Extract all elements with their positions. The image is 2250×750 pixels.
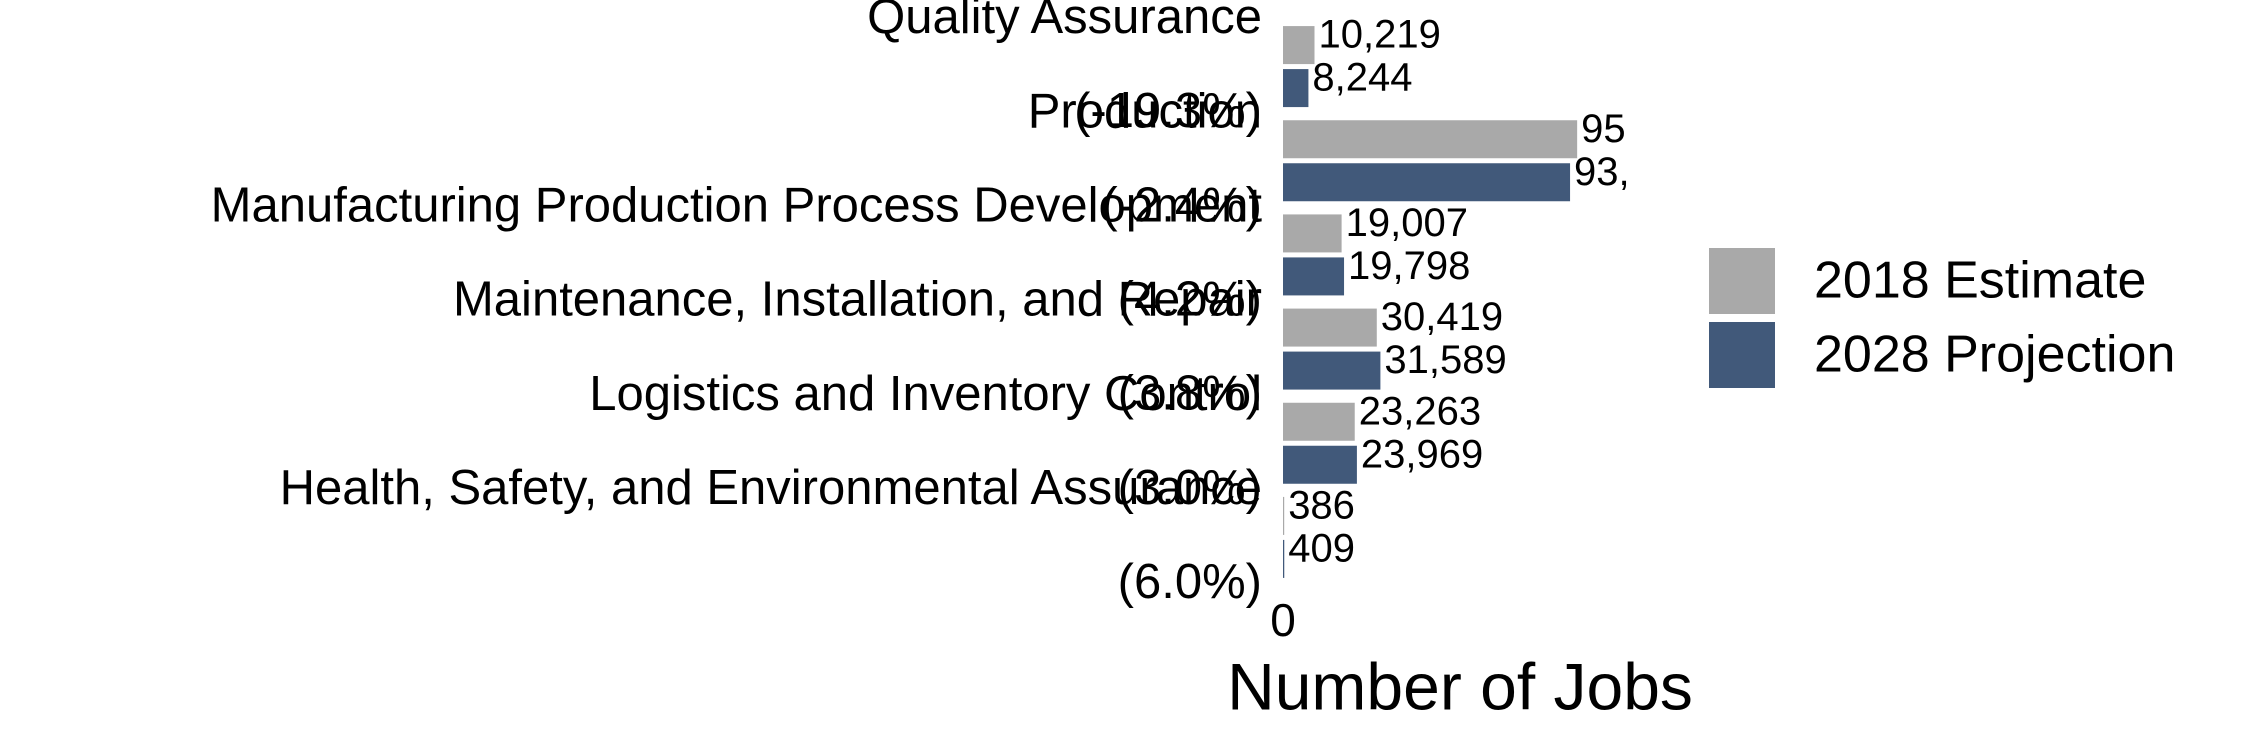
legend-label: 2018 Estimate xyxy=(1814,252,2146,310)
value-label: 10,219 xyxy=(1319,13,1441,57)
bar xyxy=(1283,26,1315,65)
legend-swatch xyxy=(1709,248,1775,314)
value-label: 23,263 xyxy=(1359,389,1481,433)
x-axis-title: Number of Jobs xyxy=(1227,649,1693,723)
x-tick-label: 0 xyxy=(1270,594,1296,646)
bar xyxy=(1283,69,1309,108)
y-tick-label: Quality Assurance (-19.3%) xyxy=(867,0,1262,138)
bar xyxy=(1283,539,1285,578)
value-label: 386 xyxy=(1288,483,1355,527)
bar xyxy=(1283,257,1345,296)
bar xyxy=(1283,496,1285,535)
value-label: 19,798 xyxy=(1348,244,1470,288)
y-tick-label: Logistics and Inventory Control (3.0%) xyxy=(589,367,1262,515)
value-label: 19,007 xyxy=(1346,201,1468,245)
legend-swatch xyxy=(1709,322,1775,388)
bar xyxy=(1283,308,1377,347)
bar xyxy=(1283,351,1381,390)
value-label: 23,969 xyxy=(1361,432,1483,476)
value-label: 409 xyxy=(1288,526,1355,570)
bar xyxy=(1283,214,1342,253)
bar xyxy=(1283,402,1355,441)
bar xyxy=(1283,120,1578,159)
value-label: 8,244 xyxy=(1312,56,1412,100)
value-label: 93, xyxy=(1574,150,1630,194)
y-tick-label: Production (-2.4%) xyxy=(1028,84,1262,232)
y-tick-label: Manufacturing Production Process Develop… xyxy=(211,178,1263,326)
value-label: 30,419 xyxy=(1381,295,1503,339)
y-tick-label: Health, Safety, and Environmental Assura… xyxy=(280,461,1262,609)
bar xyxy=(1283,163,1571,202)
value-label: 95 xyxy=(1581,107,1626,151)
y-tick-label: Maintenance, Installation, and Repair (3.… xyxy=(453,273,1262,421)
bar xyxy=(1283,445,1357,484)
value-label: 31,589 xyxy=(1384,338,1506,382)
legend-label: 2028 Projection xyxy=(1814,326,2175,384)
